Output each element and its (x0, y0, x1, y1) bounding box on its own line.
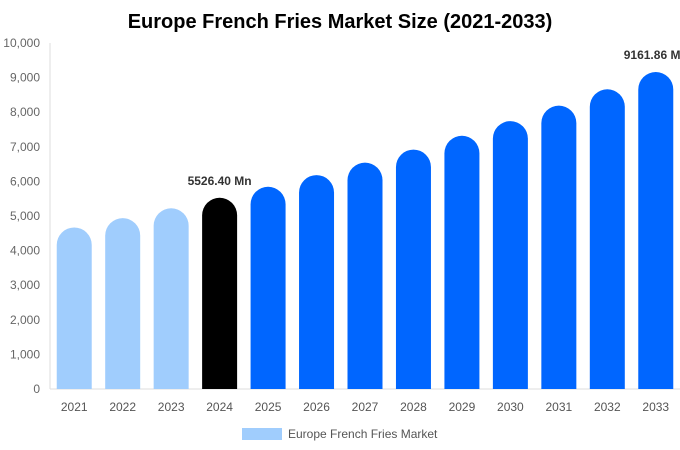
x-tick-label: 2023 (158, 400, 185, 414)
bar-2027 (347, 162, 383, 389)
x-tick-label: 2021 (61, 400, 88, 414)
x-tick-label: 2028 (400, 400, 427, 414)
x-tick-label: 2032 (594, 400, 621, 414)
y-tick-label: 1,000 (10, 347, 40, 361)
legend-swatch (242, 428, 282, 440)
y-tick-label: 5,000 (10, 209, 40, 223)
chart-title: Europe French Fries Market Size (2021-20… (128, 11, 553, 33)
y-tick-label: 7,000 (10, 140, 40, 154)
bar-2029 (444, 135, 480, 389)
x-tick-label: 2024 (206, 400, 233, 414)
bar-2023 (153, 208, 189, 389)
x-tick-label: 2022 (109, 400, 136, 414)
bar-2026 (299, 175, 335, 389)
y-tick-label: 6,000 (10, 174, 40, 188)
legend-label: Europe French Fries Market (288, 427, 438, 441)
data-label: 5526.40 Mn (188, 174, 252, 188)
bar-2025 (250, 186, 286, 389)
bar-2030 (492, 121, 528, 389)
y-tick-label: 2,000 (10, 313, 40, 327)
y-tick-label: 8,000 (10, 105, 40, 119)
bar-2028 (395, 149, 431, 389)
data-label: 9161.86 Mn (624, 48, 680, 62)
y-tick-label: 10,000 (3, 36, 40, 50)
y-tick-label: 4,000 (10, 244, 40, 258)
x-tick-label: 2033 (642, 400, 669, 414)
y-tick-label: 0 (33, 382, 40, 396)
bar-2032 (589, 89, 625, 390)
x-tick-label: 2031 (545, 400, 572, 414)
y-tick-label: 3,000 (10, 278, 40, 292)
bar-2022 (105, 218, 141, 389)
x-tick-label: 2026 (303, 400, 330, 414)
bar-2024 (202, 197, 238, 389)
x-tick-label: 2029 (449, 400, 476, 414)
bar-2033 (638, 71, 674, 390)
x-tick-label: 2025 (255, 400, 282, 414)
bar-2031 (541, 105, 577, 390)
x-tick-label: 2027 (352, 400, 379, 414)
y-tick-label: 9,000 (10, 71, 40, 85)
bar-2021 (56, 227, 92, 389)
x-tick-label: 2030 (497, 400, 524, 414)
